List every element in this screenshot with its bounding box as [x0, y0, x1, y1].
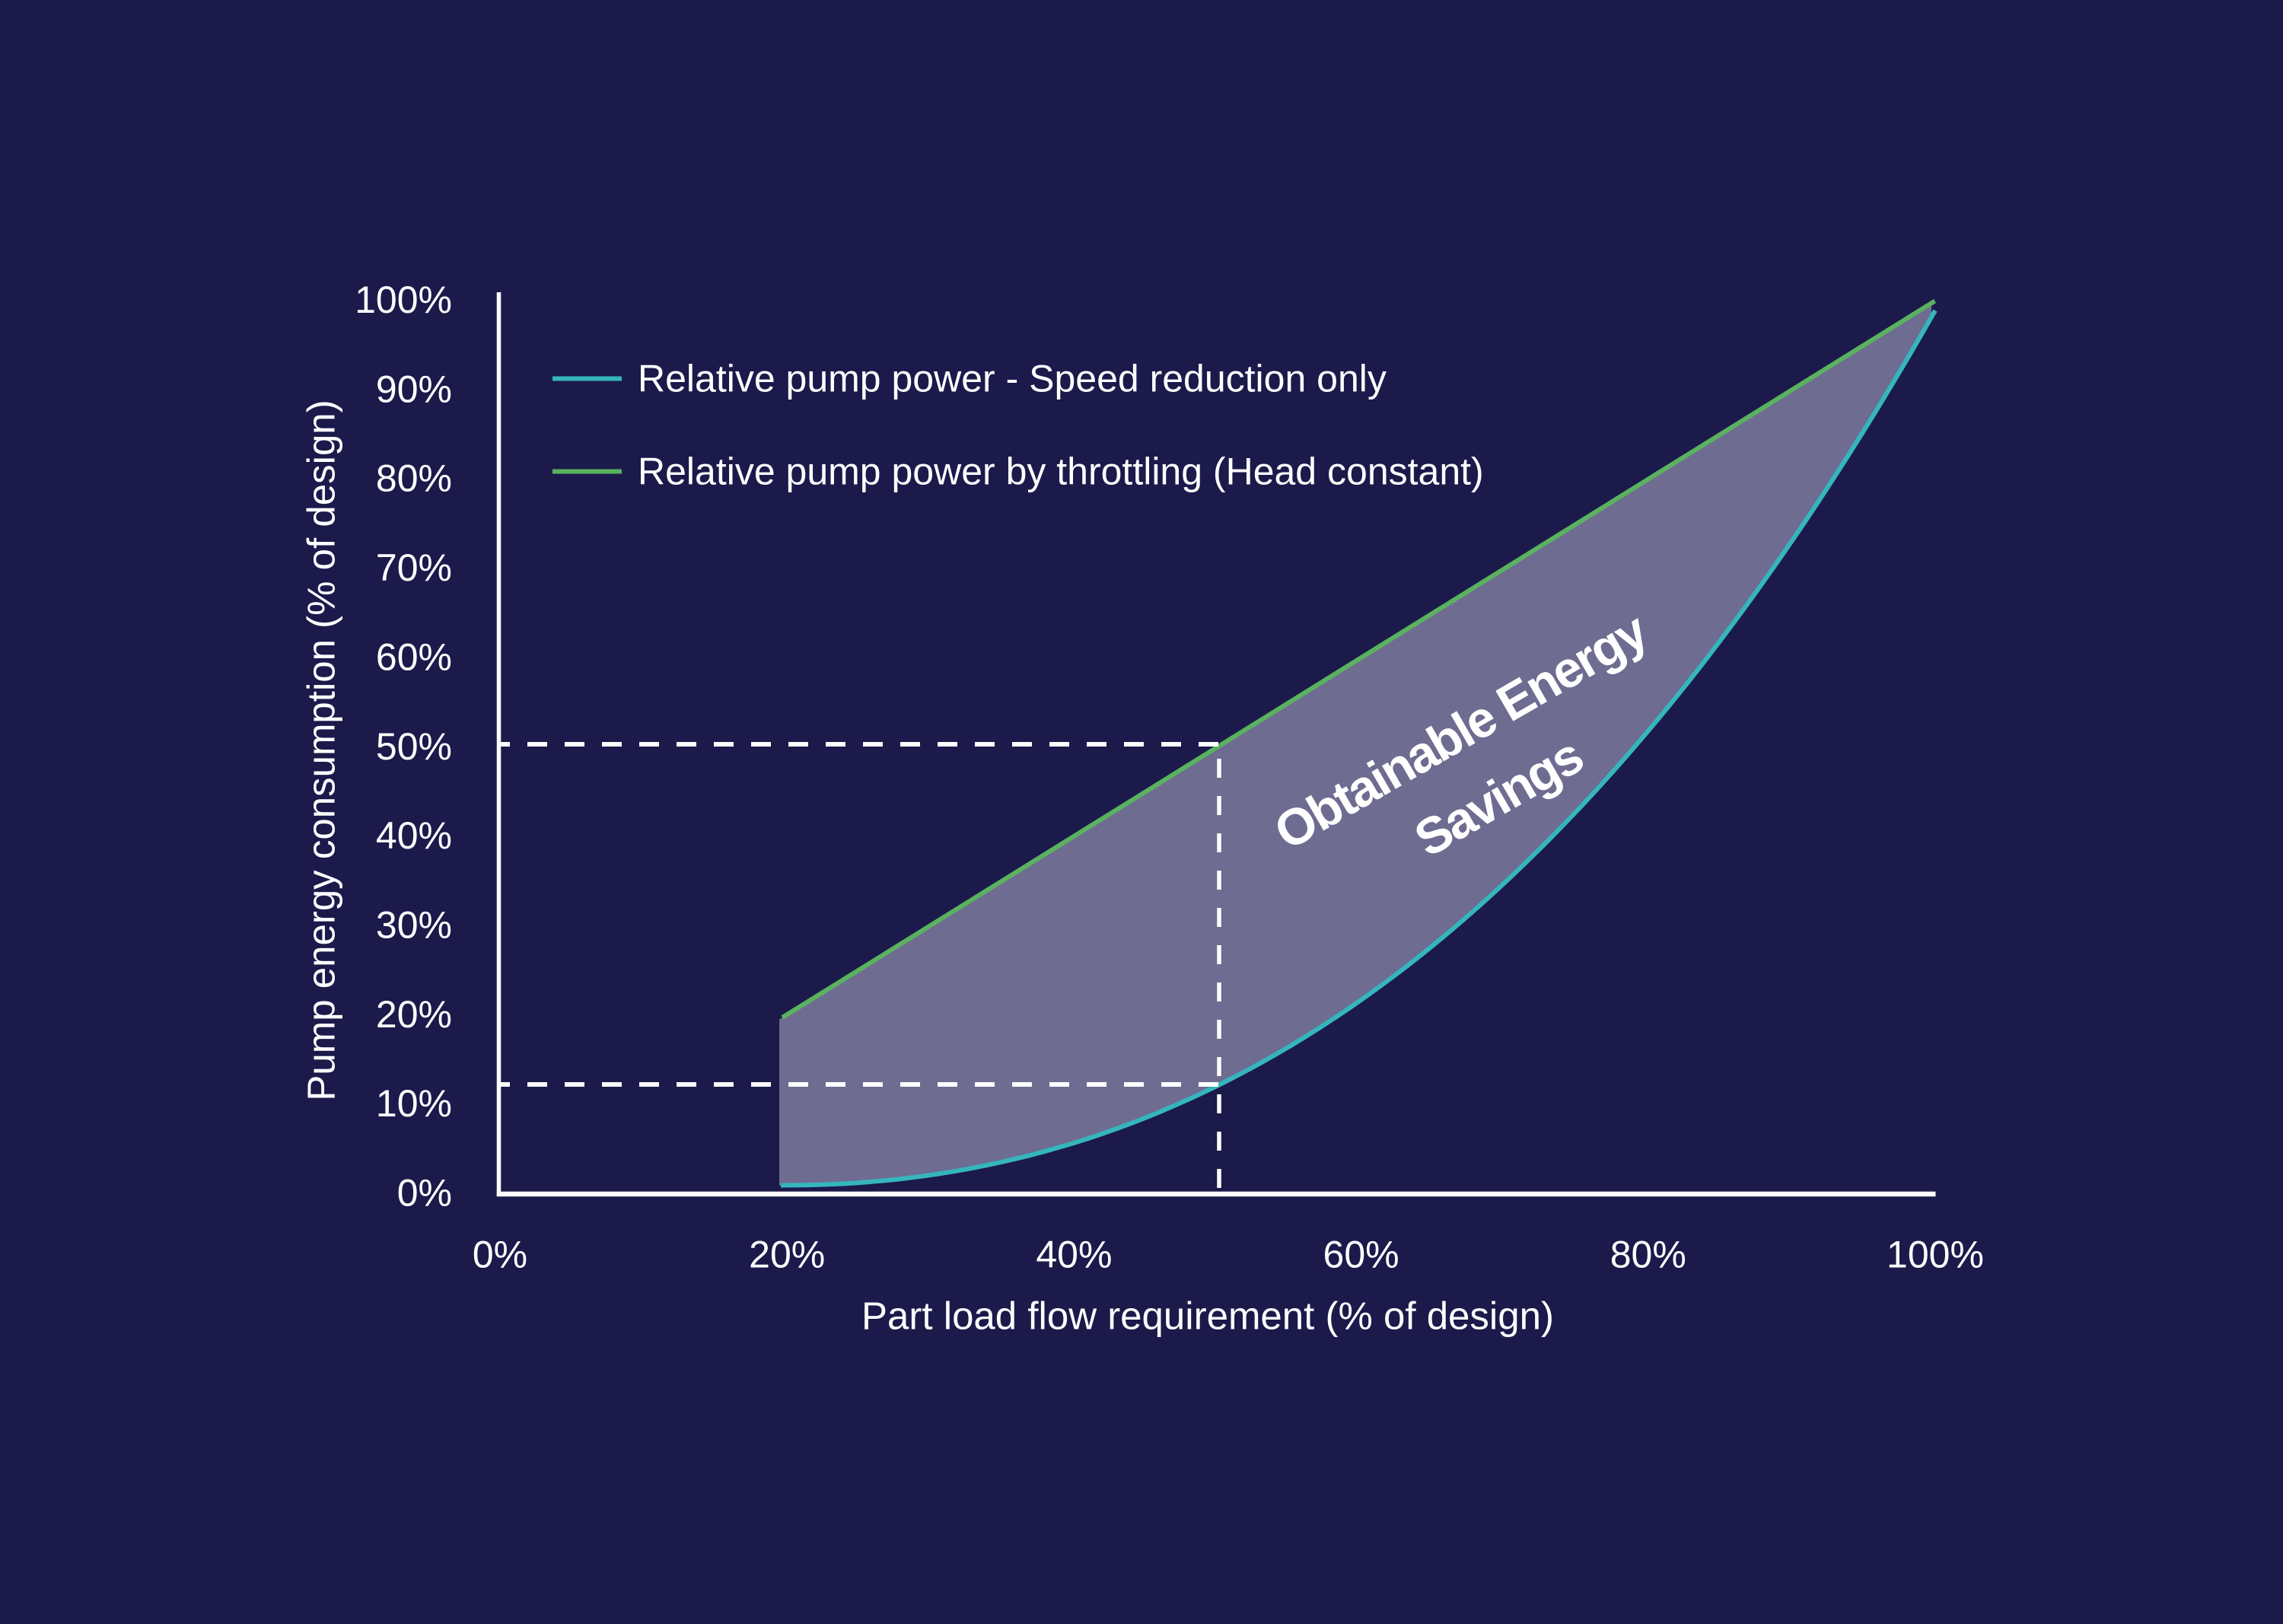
svg-text:20%: 20%	[376, 993, 452, 1036]
svg-text:80%: 80%	[376, 457, 452, 500]
svg-text:60%: 60%	[376, 635, 452, 678]
svg-text:0%: 0%	[473, 1234, 527, 1276]
svg-text:Relative pump power - Speed re: Relative pump power - Speed reduction on…	[638, 358, 1387, 400]
svg-text:40%: 40%	[376, 814, 452, 857]
svg-text:20%: 20%	[749, 1234, 825, 1276]
svg-text:0%: 0%	[397, 1172, 452, 1215]
svg-text:Pump energy consumption (% of: Pump energy consumption (% of design)	[300, 400, 343, 1100]
svg-text:70%: 70%	[376, 546, 452, 589]
svg-text:50%: 50%	[376, 725, 452, 768]
svg-text:80%: 80%	[1610, 1234, 1686, 1276]
svg-text:100%: 100%	[355, 279, 452, 321]
svg-text:90%: 90%	[376, 368, 452, 410]
svg-text:60%: 60%	[1323, 1234, 1399, 1276]
svg-text:40%: 40%	[1036, 1234, 1112, 1276]
svg-text:100%: 100%	[1887, 1234, 1984, 1276]
svg-text:10%: 10%	[376, 1082, 452, 1125]
svg-text:30%: 30%	[376, 904, 452, 947]
svg-text:Relative pump power by throttl: Relative pump power by throttling (Head …	[638, 451, 1484, 493]
svg-text:Part load flow requirement (%: Part load flow requirement (% of design)	[861, 1294, 1554, 1338]
